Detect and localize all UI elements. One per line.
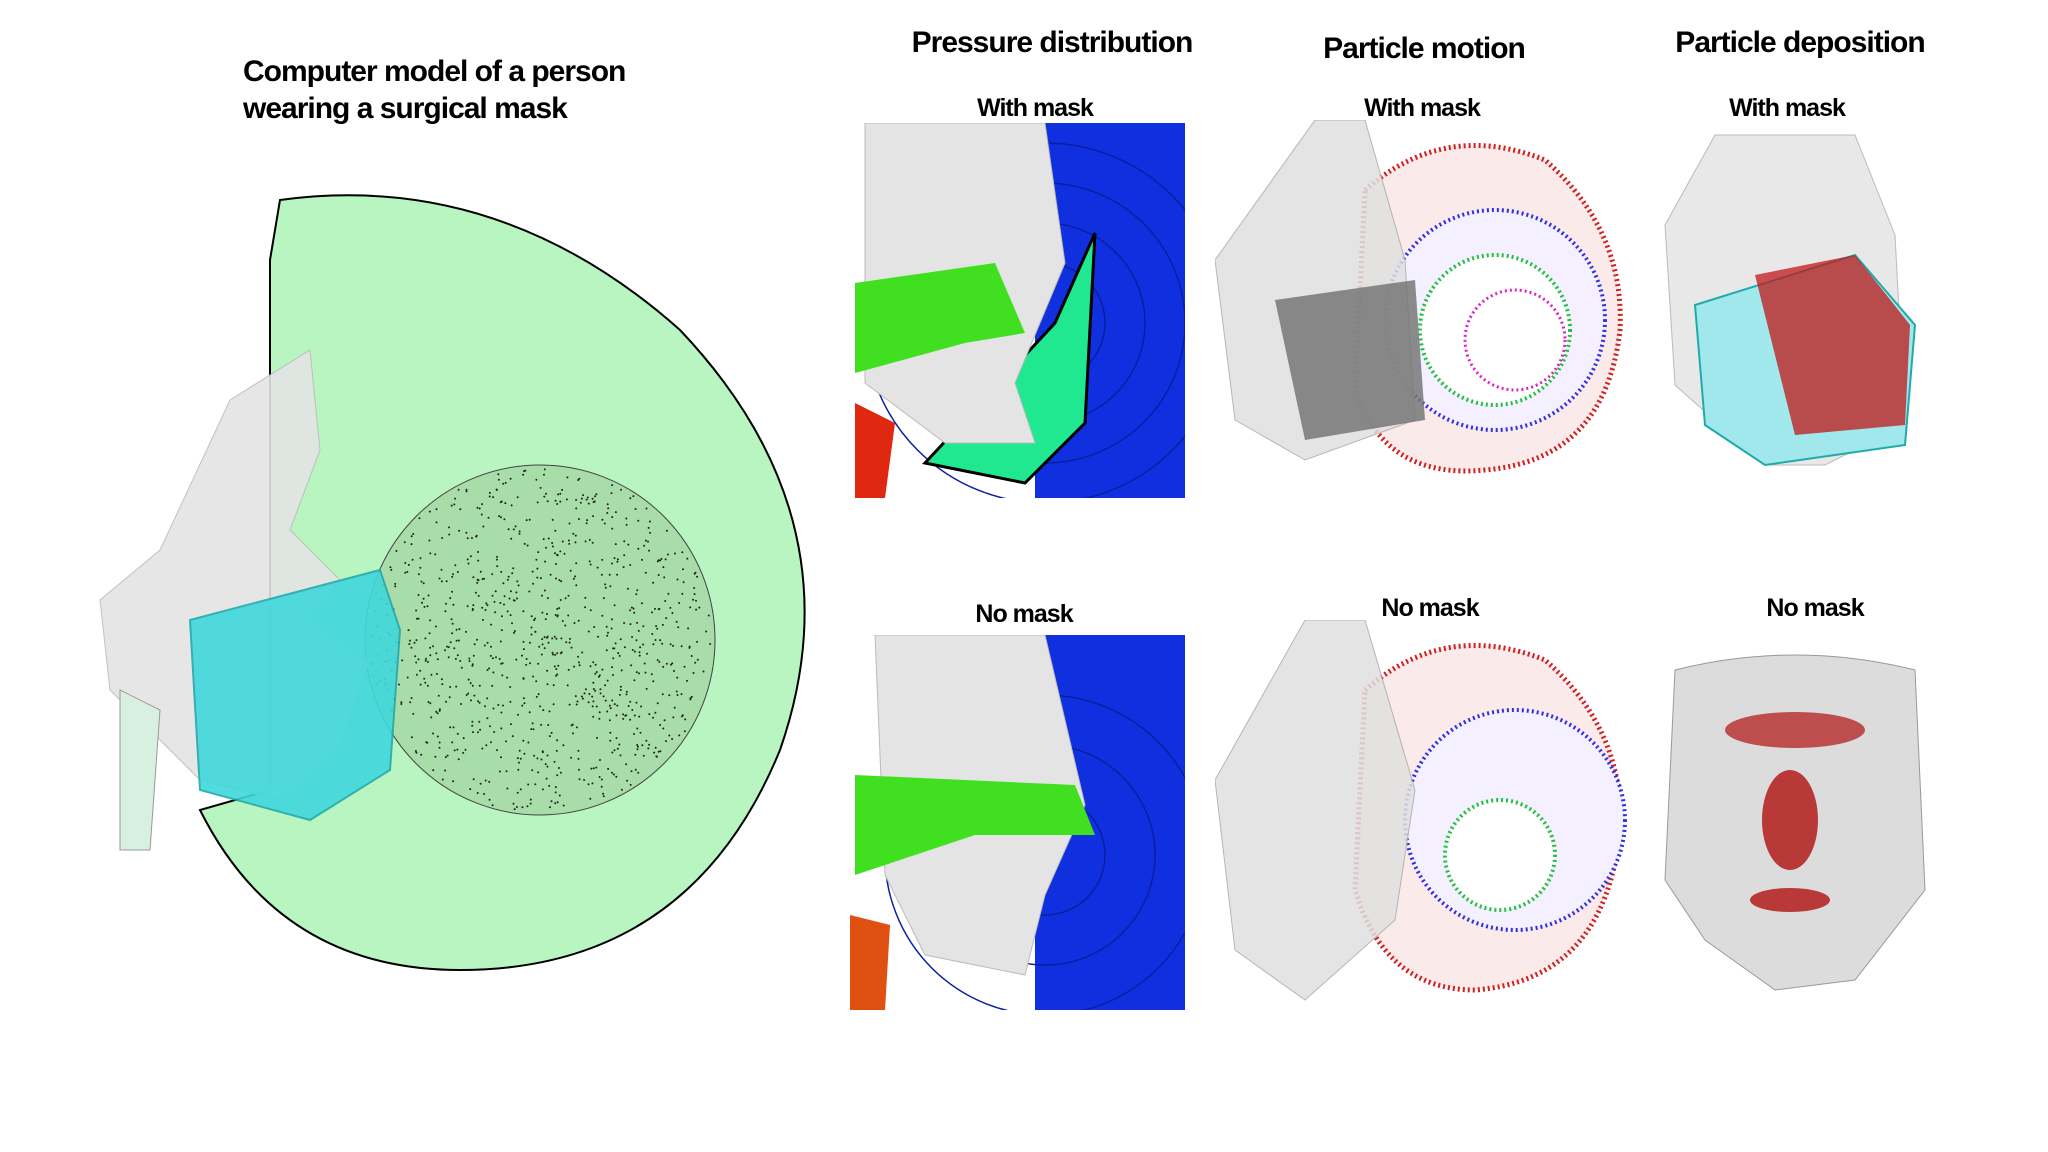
deposition-with-mask-image xyxy=(1664,134,1917,467)
motion-no-mask-label: No mask xyxy=(1381,594,1479,622)
motion-with-mask-image xyxy=(1215,120,1623,474)
deposition-with-mask-label: With mask xyxy=(1729,94,1846,122)
deposition-no-mask-label: No mask xyxy=(1766,594,1864,622)
pressure-no-mask-image xyxy=(850,635,1185,1010)
model-illustration xyxy=(99,194,806,972)
particle-cloud xyxy=(364,464,716,816)
model-title-line2: wearing a surgical mask xyxy=(243,92,568,125)
deposition-column-title: Particle deposition xyxy=(1675,26,1925,59)
deposition-no-mask-image xyxy=(1664,654,1926,991)
surgical-mask xyxy=(188,568,402,822)
motion-column-title: Particle motion xyxy=(1323,32,1526,65)
pressure-with-mask-image xyxy=(855,123,1185,498)
mask-strap xyxy=(119,689,161,851)
motion-no-mask-image xyxy=(1215,620,1627,1001)
motion-with-mask-label: With mask xyxy=(1364,94,1481,122)
model-title-line1: Computer model of a person xyxy=(243,55,626,88)
pressure-no-mask-label: No mask xyxy=(975,600,1073,628)
pressure-with-mask-label: With mask xyxy=(977,94,1094,122)
pressure-column-title: Pressure distribution xyxy=(911,26,1194,59)
